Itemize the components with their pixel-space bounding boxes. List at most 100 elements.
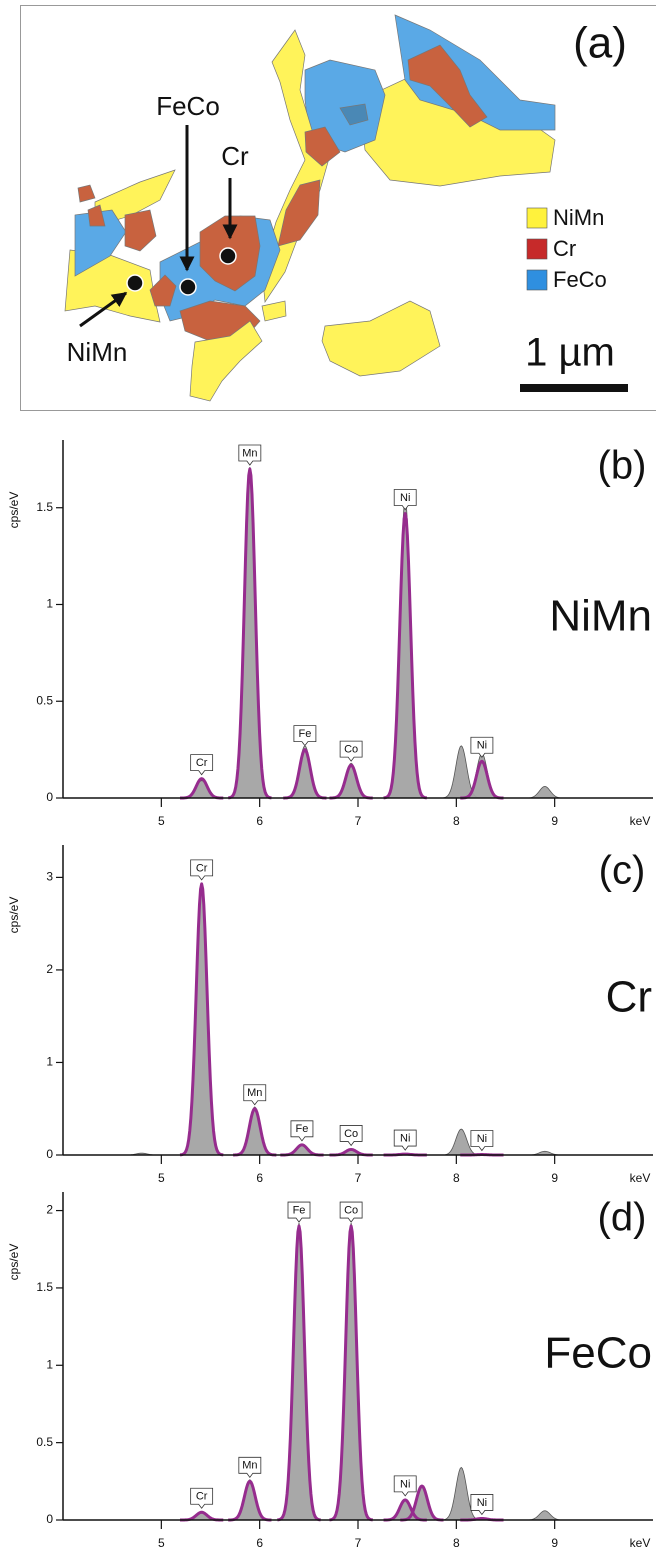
fit-peak xyxy=(179,882,224,1157)
peak-label: Fe xyxy=(298,728,311,740)
y-tick-label: 1 xyxy=(46,1357,53,1371)
fit-peak xyxy=(459,759,504,800)
peak-label-box xyxy=(190,1487,214,1509)
y-tick-label: 0.5 xyxy=(36,1435,53,1449)
peak-label-box xyxy=(339,1201,363,1223)
panel-label: (c) xyxy=(599,849,646,893)
x-tick-label: 5 xyxy=(158,1536,165,1550)
peak-label: Mn xyxy=(242,1460,257,1472)
x-tick-label: 6 xyxy=(256,1171,263,1185)
x-tick-label: 7 xyxy=(355,1171,362,1185)
x-tick-label: 8 xyxy=(453,1171,460,1185)
panel-label: (a) xyxy=(573,19,627,68)
y-tick-label: 0 xyxy=(46,790,53,804)
x-tick-label: 7 xyxy=(355,1536,362,1550)
peak-label: Ni xyxy=(400,1132,410,1144)
x-axis-label: keV xyxy=(630,1171,651,1185)
peak-label: Co xyxy=(344,744,358,756)
peak-label-box xyxy=(287,1201,311,1223)
legend-label: Cr xyxy=(553,236,576,261)
annotation: NiMn xyxy=(67,337,128,367)
peak-label: Fe xyxy=(296,1123,309,1135)
y-tick-label: 0.5 xyxy=(36,693,53,707)
y-tick-label: 2 xyxy=(46,962,53,976)
peak-label-box xyxy=(190,859,214,881)
x-axis-label: keV xyxy=(630,814,651,828)
peak-label: Mn xyxy=(247,1087,262,1099)
scale-bar-label: 1 µm xyxy=(525,331,615,375)
fit-peak xyxy=(276,1224,322,1522)
peak-label: Ni xyxy=(400,1478,410,1490)
fit-peak xyxy=(329,1224,374,1522)
phase-label: Cr xyxy=(606,973,652,1022)
peak-label-box xyxy=(470,736,494,758)
peak-label-box xyxy=(393,489,417,511)
peak-label: Mn xyxy=(242,447,257,459)
y-axis-label: cps/eV xyxy=(7,1244,21,1281)
y-tick-label: 1.5 xyxy=(36,1280,53,1294)
peak-label-box xyxy=(290,1120,314,1142)
annotation: Cr xyxy=(221,141,249,171)
measured-peak xyxy=(228,1479,272,1521)
x-tick-label: 7 xyxy=(355,814,362,828)
peak-label-box xyxy=(190,754,214,776)
peak-label-box xyxy=(238,1456,262,1478)
panel-label: (b) xyxy=(598,444,647,488)
peak-label-box xyxy=(293,725,317,747)
measured-peak xyxy=(283,745,327,799)
y-tick-label: 1 xyxy=(46,1055,53,1069)
peak-label-box xyxy=(393,1129,417,1151)
arrows xyxy=(79,125,238,328)
measured-peak xyxy=(439,1466,483,1521)
scale-bar xyxy=(520,384,628,392)
x-tick-label: 8 xyxy=(453,1536,460,1550)
fit-peak xyxy=(232,1107,277,1157)
phase-label: FeCo xyxy=(544,1329,652,1378)
legend-swatch xyxy=(526,238,548,260)
peak-label: Fe xyxy=(293,1204,306,1216)
fit-peak xyxy=(383,512,428,800)
peak-label: Co xyxy=(344,1128,358,1140)
peak-label: Ni xyxy=(400,492,410,504)
peak-label-box xyxy=(470,1494,494,1516)
measured-peak xyxy=(329,1222,373,1521)
peak-label-box xyxy=(339,1125,363,1147)
measured-peak xyxy=(277,1222,321,1521)
peak-label: Co xyxy=(344,1204,358,1216)
measured-peak xyxy=(228,467,272,799)
legend-label: FeCo xyxy=(553,267,607,292)
x-tick-label: 5 xyxy=(158,1171,165,1185)
x-tick-label: 9 xyxy=(551,1536,558,1550)
peak-label-box xyxy=(243,1084,267,1106)
y-axis-label: cps/eV xyxy=(7,492,21,529)
peak-label: Cr xyxy=(196,862,208,874)
peak-label: Ni xyxy=(477,1133,487,1145)
y-tick-label: 3 xyxy=(46,870,53,884)
peak-label-box xyxy=(339,740,363,762)
y-tick-label: 1 xyxy=(46,597,53,611)
x-tick-label: 6 xyxy=(256,814,263,828)
legend-swatch xyxy=(526,269,548,291)
legend-swatch xyxy=(526,207,548,229)
y-axis-label: cps/eV xyxy=(7,897,21,934)
fit-peak xyxy=(282,748,327,800)
measured-peak xyxy=(329,762,373,799)
probe-points xyxy=(126,247,237,296)
measured-peak xyxy=(180,780,224,799)
peak-label: Ni xyxy=(477,740,487,752)
phase-map xyxy=(64,14,556,402)
x-tick-label: 8 xyxy=(453,814,460,828)
phase-label: NiMn xyxy=(549,592,652,641)
peak-label: Cr xyxy=(196,1491,208,1503)
measured-peak xyxy=(383,497,427,799)
peak-label: Cr xyxy=(196,757,208,769)
measured-peak xyxy=(179,886,224,1156)
x-tick-label: 9 xyxy=(551,1171,558,1185)
y-tick-label: 1.5 xyxy=(36,500,53,514)
measured-peak xyxy=(233,1106,277,1156)
peak-label-box xyxy=(393,1475,417,1497)
y-tick-label: 0 xyxy=(46,1147,53,1161)
measured-peak xyxy=(523,1510,567,1521)
fit-peak xyxy=(399,1484,444,1522)
